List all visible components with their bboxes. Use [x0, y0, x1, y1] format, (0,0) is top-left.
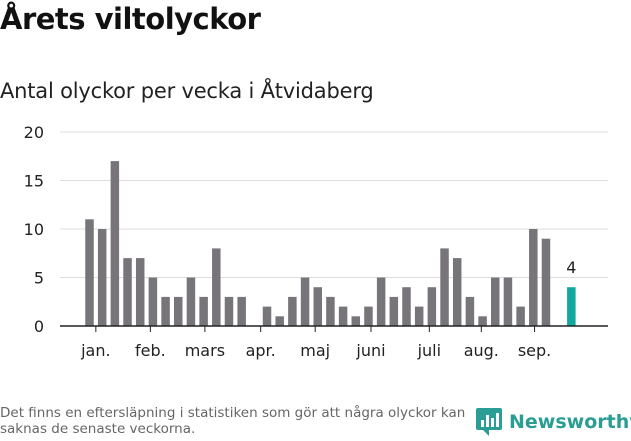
- bar: [351, 316, 361, 326]
- bar: [402, 287, 411, 326]
- bar: [313, 287, 322, 326]
- x-tick-label: juli: [417, 341, 441, 360]
- bar: [237, 296, 246, 326]
- y-tick-label: 15: [24, 172, 44, 191]
- bar: [135, 258, 145, 326]
- bars: [60, 161, 608, 327]
- bar-labels: 4: [566, 258, 576, 277]
- bar: [199, 296, 208, 326]
- bar: [338, 306, 348, 326]
- bar-chart: 0 5 10 15 20 4 jan. feb. mars apr. maj juni juli au…: [24, 123, 608, 360]
- bar: [478, 316, 487, 326]
- bar: [516, 306, 525, 326]
- x-tick-label: apr.: [246, 341, 276, 360]
- x-tick-label: jan.: [80, 341, 110, 360]
- bar: [224, 296, 234, 326]
- x-tick-label: feb.: [135, 341, 166, 360]
- x-tick-label: aug.: [464, 341, 499, 360]
- bar: [110, 161, 120, 326]
- chart-title: Årets viltolyckor: [0, 2, 261, 36]
- y-axis-ticks: 0 5 10 15 20: [24, 123, 44, 336]
- x-tick-label: sep.: [518, 341, 551, 360]
- bar: [529, 229, 538, 326]
- bar-highlight: [567, 287, 576, 326]
- x-tick-label: mars: [185, 341, 225, 360]
- newsworthy-logo-icon: [475, 407, 503, 437]
- bar: [364, 306, 373, 326]
- bar: [389, 296, 399, 326]
- bar: [174, 296, 183, 326]
- bar: [275, 316, 284, 326]
- bar: [503, 277, 513, 326]
- bar: [326, 296, 335, 326]
- x-tick-label: juni: [355, 341, 385, 360]
- brand-name: Newsworthy: [509, 411, 631, 433]
- bar: [300, 277, 310, 326]
- y-tick-label: 5: [34, 269, 44, 288]
- y-tick-label: 10: [24, 220, 44, 239]
- bar: [288, 296, 297, 326]
- footnote: Det finns en eftersläpning i statistiken…: [0, 405, 466, 437]
- y-tick-label: 20: [24, 123, 44, 142]
- bar: [541, 238, 551, 326]
- brand[interactable]: Newsworthy: [475, 407, 631, 437]
- x-tick-label: maj: [300, 341, 330, 360]
- bar: [186, 277, 196, 326]
- x-axis-ticks: jan. feb. mars apr. maj juni juli aug. sep.: [80, 326, 551, 360]
- bar: [148, 277, 158, 326]
- bar: [452, 258, 462, 326]
- gridlines: [60, 131, 608, 278]
- bar: [123, 258, 132, 326]
- bar: [440, 248, 449, 326]
- bar: [85, 219, 94, 326]
- bar: [414, 306, 424, 326]
- y-tick-label: 0: [34, 317, 44, 336]
- bar-value-label: 4: [566, 258, 576, 277]
- bar: [212, 248, 221, 326]
- bar: [376, 277, 386, 326]
- bar: [161, 296, 170, 326]
- bar: [262, 306, 272, 326]
- bar: [427, 287, 437, 326]
- bar: [97, 229, 107, 326]
- bar: [465, 296, 475, 326]
- chart-subtitle: Antal olyckor per vecka i Åtvidaberg: [0, 79, 374, 103]
- bar: [491, 277, 500, 326]
